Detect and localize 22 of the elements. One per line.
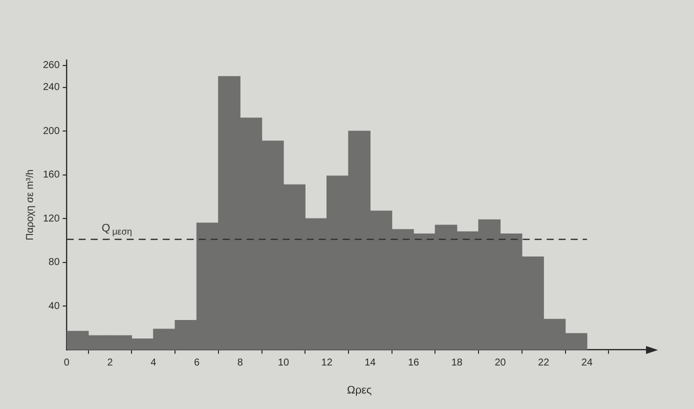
x-tick-label: 14 [364, 358, 376, 369]
x-tick-label: 4 [150, 358, 157, 369]
y-tick-label: 160 [42, 170, 60, 181]
x-tick-label: 18 [451, 358, 463, 369]
x-axis-title: Ωρες [347, 384, 372, 396]
y-tick-label: 200 [42, 126, 60, 137]
y-tick-label: 240 [42, 82, 60, 94]
y-tick-label: 120 [42, 213, 60, 224]
x-tick-label: 8 [237, 358, 244, 369]
x-tick-label: 12 [321, 358, 333, 369]
x-tick-label: 20 [494, 358, 506, 369]
x-tick-label: 6 [194, 358, 200, 369]
x-tick-label: 0 [64, 358, 70, 369]
x-tick-label: 2 [107, 358, 114, 369]
y-tick-label: 40 [48, 300, 60, 312]
x-tick-label: 22 [538, 358, 550, 369]
y-tick-label: 260 [42, 60, 60, 72]
y-tick-label: 80 [48, 257, 60, 268]
y-axis-title: Παροχη σε m³/h [24, 169, 36, 240]
x-tick-label: 16 [408, 358, 420, 369]
x-tick-label: 10 [278, 358, 290, 369]
x-tick-label: 24 [581, 358, 593, 369]
